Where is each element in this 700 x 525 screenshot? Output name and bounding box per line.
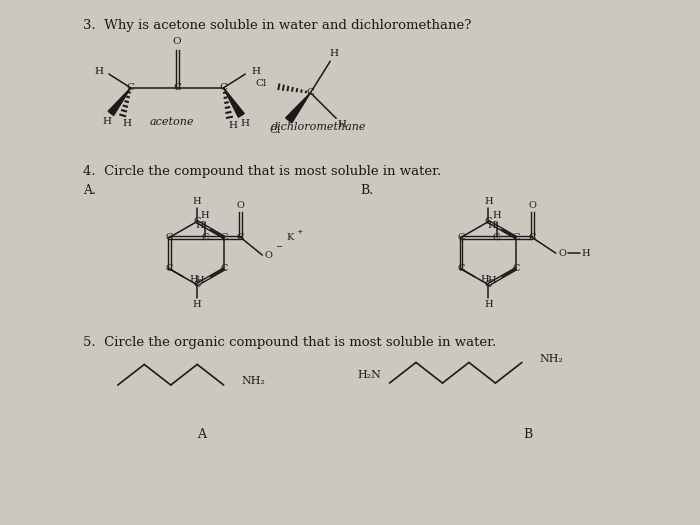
- Text: C: C: [193, 280, 200, 289]
- Text: H: H: [487, 221, 496, 230]
- Text: H: H: [196, 221, 204, 230]
- Polygon shape: [108, 88, 131, 116]
- Text: 3.  Why is acetone soluble in water and dichloromethane?: 3. Why is acetone soluble in water and d…: [83, 19, 472, 32]
- Text: C: C: [512, 233, 519, 242]
- Text: O: O: [265, 250, 272, 260]
- Text: H: H: [193, 197, 201, 206]
- Text: A.: A.: [83, 184, 96, 197]
- Text: C: C: [202, 233, 209, 242]
- Text: O: O: [528, 202, 536, 211]
- Text: B: B: [523, 428, 533, 440]
- Text: C: C: [528, 233, 536, 242]
- Text: C: C: [220, 265, 228, 274]
- Text: H: H: [229, 121, 238, 130]
- Text: Cl: Cl: [270, 125, 281, 134]
- Text: H: H: [337, 120, 346, 129]
- Text: NH₂: NH₂: [241, 376, 265, 386]
- Text: C: C: [484, 217, 492, 226]
- Text: 5.  Circle the organic compound that is most soluble in water.: 5. Circle the organic compound that is m…: [83, 336, 496, 349]
- Text: C: C: [166, 265, 173, 274]
- Text: C: C: [193, 217, 200, 226]
- Polygon shape: [223, 88, 244, 117]
- Text: K: K: [286, 233, 294, 242]
- Text: H: H: [492, 211, 500, 220]
- Text: H: H: [581, 249, 590, 258]
- Text: O: O: [173, 37, 181, 46]
- Text: O: O: [237, 202, 244, 211]
- Text: Cl: Cl: [256, 79, 267, 88]
- Text: H: H: [94, 67, 103, 76]
- Text: H: H: [487, 276, 496, 285]
- Text: acetone: acetone: [150, 117, 195, 127]
- Text: H: H: [251, 67, 260, 76]
- Text: C: C: [220, 83, 228, 92]
- Text: 4.  Circle the compound that is most soluble in water.: 4. Circle the compound that is most solu…: [83, 164, 442, 177]
- Text: H: H: [241, 119, 250, 128]
- Text: C: C: [166, 233, 173, 242]
- Text: C: C: [457, 265, 465, 274]
- Text: H: H: [189, 275, 198, 284]
- Text: B.: B.: [360, 184, 373, 197]
- Text: C: C: [493, 233, 500, 242]
- Text: C: C: [127, 83, 134, 92]
- Text: C: C: [237, 233, 244, 242]
- Text: H: H: [122, 119, 131, 128]
- Text: C: C: [307, 88, 314, 97]
- Text: C: C: [484, 280, 492, 289]
- Text: O: O: [559, 249, 567, 258]
- Text: C: C: [220, 233, 228, 242]
- Text: dichloromethane: dichloromethane: [271, 122, 366, 132]
- Text: C: C: [173, 83, 181, 92]
- Text: H: H: [102, 117, 111, 126]
- Text: C: C: [512, 265, 519, 274]
- Text: C: C: [457, 233, 465, 242]
- Text: H₂N: H₂N: [358, 370, 382, 380]
- Text: −: −: [274, 243, 281, 251]
- Text: H: H: [484, 197, 493, 206]
- Text: H: H: [193, 300, 201, 309]
- Text: H: H: [330, 49, 339, 58]
- Text: H: H: [201, 211, 209, 220]
- Text: H: H: [481, 275, 489, 284]
- Polygon shape: [286, 93, 311, 123]
- Text: A: A: [197, 428, 206, 440]
- Text: H: H: [196, 276, 204, 285]
- Text: NH₂: NH₂: [540, 353, 564, 363]
- Text: +: +: [297, 227, 303, 236]
- Text: H: H: [484, 300, 493, 309]
